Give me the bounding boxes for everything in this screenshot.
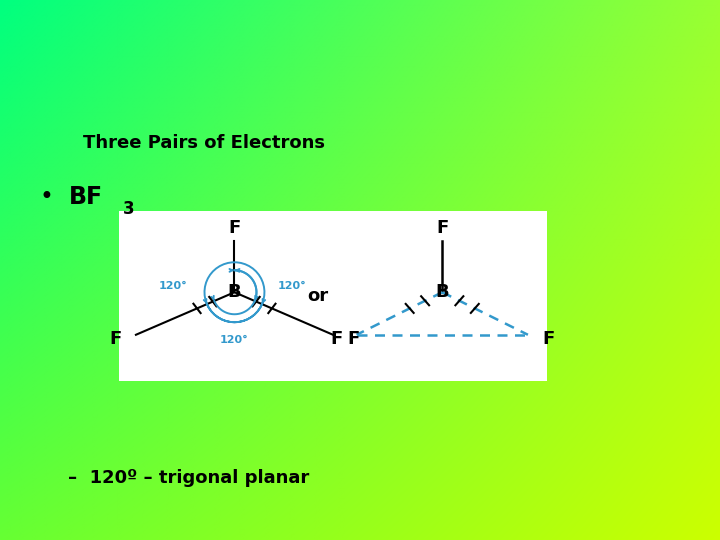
Text: B: B [436, 284, 449, 301]
Text: 3: 3 [122, 200, 134, 218]
FancyBboxPatch shape [119, 211, 547, 381]
Text: 120°: 120° [277, 281, 306, 291]
Text: F: F [347, 330, 359, 348]
Text: 120°: 120° [220, 335, 249, 345]
Text: F: F [330, 330, 343, 348]
Text: BF: BF [68, 185, 102, 209]
Text: –  120º – trigonal planar: – 120º – trigonal planar [68, 469, 310, 487]
Text: F: F [436, 219, 449, 237]
Text: F: F [542, 330, 554, 348]
Text: •: • [40, 185, 53, 209]
Text: F: F [109, 330, 122, 348]
Text: 120°: 120° [158, 281, 187, 291]
Text: or: or [307, 287, 328, 305]
Text: B: B [228, 284, 241, 301]
Text: Three Pairs of Electrons: Three Pairs of Electrons [83, 134, 325, 152]
Text: F: F [228, 219, 240, 237]
